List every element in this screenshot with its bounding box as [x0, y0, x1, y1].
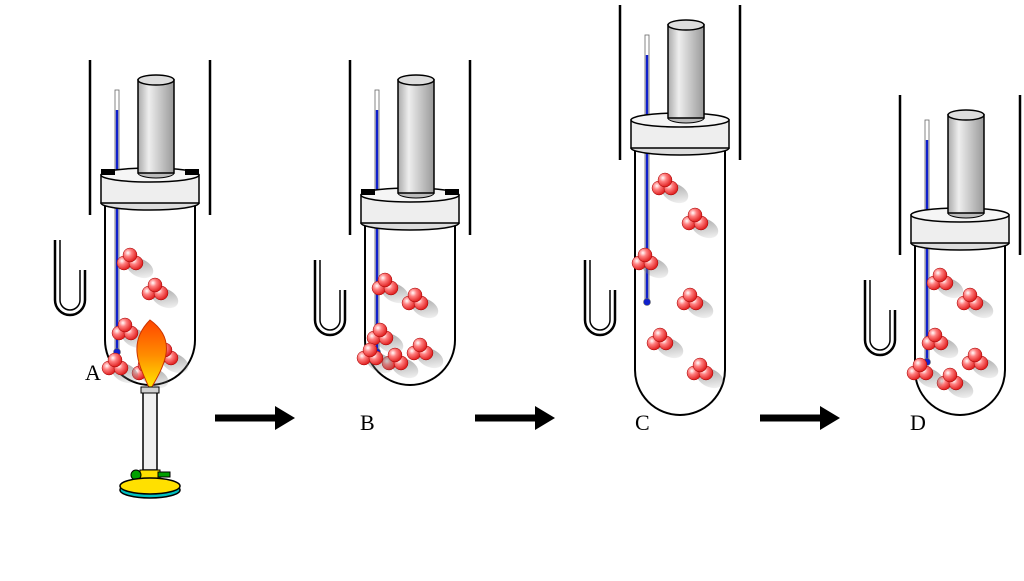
label-A: A — [85, 360, 101, 385]
lock-pin-left — [361, 189, 375, 195]
diagram-canvas: A B C D — [0, 0, 1024, 581]
label-C: C — [635, 410, 650, 435]
lock-pin-left — [101, 169, 115, 175]
lock-pin-right — [185, 169, 199, 175]
piston-rod — [138, 80, 174, 173]
label-B: B — [360, 410, 375, 435]
piston-rod — [398, 80, 434, 193]
piston-rod — [948, 115, 984, 213]
label-D: D — [910, 410, 926, 435]
piston-rod — [668, 25, 704, 118]
lock-pin-right — [445, 189, 459, 195]
